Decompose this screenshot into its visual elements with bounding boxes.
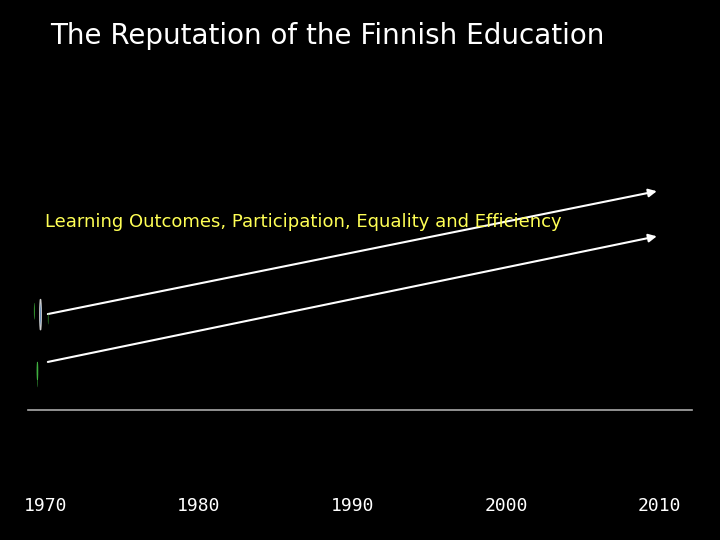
Circle shape: [40, 299, 41, 330]
Text: Learning Outcomes, Participation, Equality and Efficiency: Learning Outcomes, Participation, Equali…: [45, 213, 562, 231]
Circle shape: [34, 303, 35, 320]
Circle shape: [37, 362, 38, 380]
Text: The Reputation of the Finnish Education: The Reputation of the Finnish Education: [50, 22, 605, 50]
